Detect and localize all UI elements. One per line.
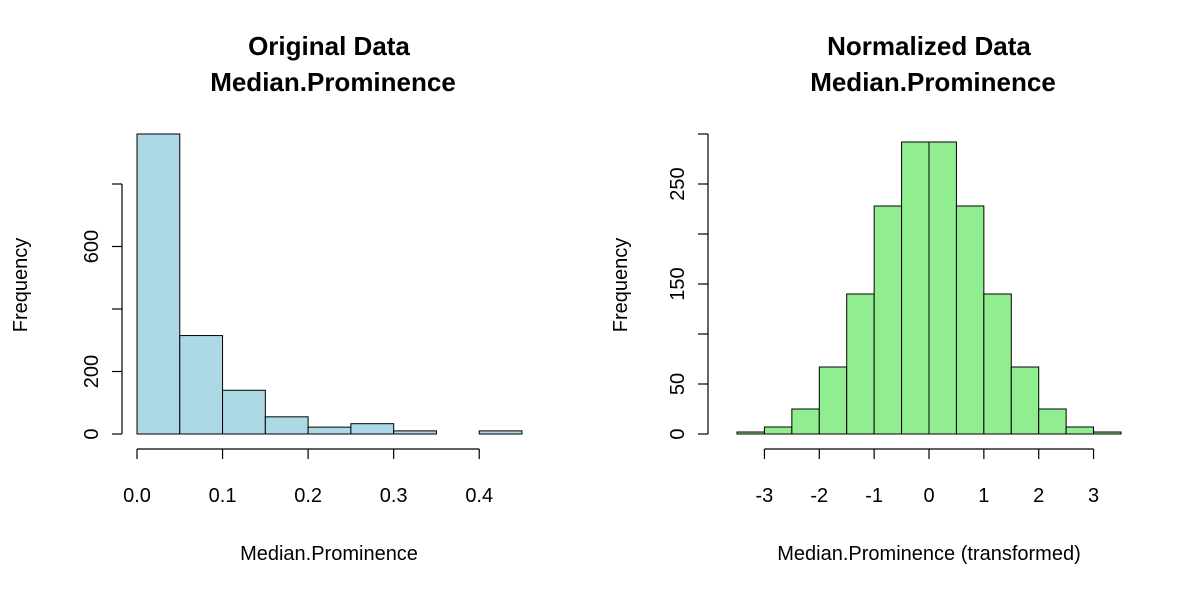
histogram-bar [222, 389, 266, 435]
x-tick-label: -1 [865, 485, 883, 507]
x-tick-label: 1 [978, 485, 989, 507]
histogram-bar [264, 416, 309, 435]
histogram-bar [307, 426, 352, 435]
histogram-bar [955, 205, 985, 435]
histogram-bar [136, 133, 181, 435]
x-axis: -3 -2 -1 0 1 2 3 [756, 448, 1099, 507]
y-axis: 0 200 600 [81, 183, 123, 440]
histogram-bar [179, 335, 224, 435]
x-tick-label: 0.4 [465, 485, 493, 507]
histogram-bar [791, 408, 820, 435]
chart-title-line-2: Median.Prominence [210, 67, 456, 97]
chart-title-line-1: Normalized Data [827, 31, 1031, 61]
histogram-panel-normalized: Normalized Data Median.Prominence 0 50 150… [610, 31, 1122, 565]
histogram-bar [736, 431, 765, 435]
histogram-bar [1065, 426, 1095, 435]
histogram-bar [1093, 431, 1122, 435]
histogram-bar [846, 293, 875, 435]
chart-title-line-1: Original Data [248, 31, 410, 61]
histogram-bar [928, 141, 957, 435]
y-tick-label: 0 [81, 428, 103, 439]
y-tick-label: 50 [667, 373, 689, 395]
x-tick-label: 0 [923, 485, 934, 507]
histogram-bar [478, 430, 523, 435]
x-tick-label: 0.3 [380, 485, 408, 507]
x-tick-label: -2 [810, 485, 828, 507]
histogram-bar [901, 141, 930, 435]
y-tick-label: 250 [667, 167, 689, 200]
y-axis-label: Frequency [610, 238, 632, 333]
x-tick-label: 0.1 [209, 485, 237, 507]
histogram-bar [818, 366, 848, 435]
x-axis-label: Median.Prominence [240, 543, 418, 565]
x-axis: 0.0 0.1 0.2 0.3 0.4 [123, 448, 493, 507]
x-axis-label: Median.Prominence (transformed) [777, 543, 1080, 565]
x-tick-label: 0.0 [123, 485, 151, 507]
histogram-panel-original: Original Data Median.Prominence 0200600 … [10, 31, 523, 565]
histogram-bar [350, 423, 395, 435]
histogram-bar [1038, 408, 1067, 435]
x-tick-label: 2 [1033, 485, 1044, 507]
histogram-bar [983, 293, 1012, 435]
histogram-bar [873, 205, 903, 435]
bars-group [136, 133, 523, 435]
y-tick-label: 150 [667, 267, 689, 300]
y-tick-label: 200 [81, 355, 103, 388]
y-tick-label: 600 [81, 230, 103, 263]
y-axis-label: Frequency [10, 238, 32, 333]
histogram-bar [1010, 366, 1040, 435]
bars-group [736, 141, 1122, 435]
x-tick-label: 0.2 [294, 485, 322, 507]
histogram-bar [393, 430, 437, 435]
y-axis: 0 50 150 250 [667, 133, 709, 440]
x-tick-label: 3 [1088, 485, 1099, 507]
histogram-bar [763, 426, 793, 435]
x-tick-label: -3 [756, 485, 774, 507]
chart-title-line-2: Median.Prominence [810, 67, 1056, 97]
y-tick-label: 0 [667, 428, 689, 439]
